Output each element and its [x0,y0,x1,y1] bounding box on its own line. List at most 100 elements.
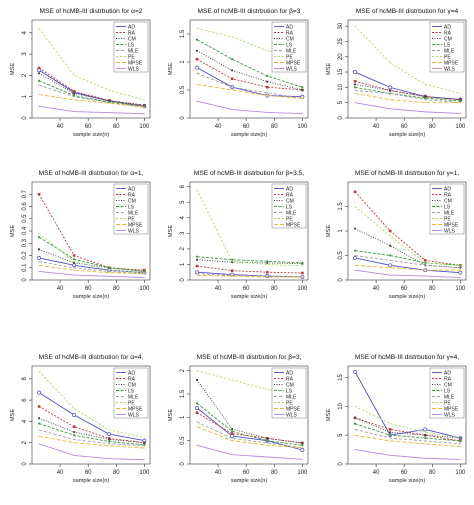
y-axis-label: MSE [168,225,174,237]
x-tick-label: 40 [57,470,64,476]
legend-label: LS [444,204,451,210]
y-tick-label: 2 [180,247,186,251]
x-tick-label: 60 [243,470,250,476]
legend-label: RA [444,192,452,198]
legend-label: CM [444,36,452,42]
series-line [38,84,145,108]
data-point [459,264,461,266]
data-point [266,263,268,265]
legend-label: WLS [128,228,140,234]
data-point [424,111,426,113]
legend-label: MLE [128,394,139,400]
x-axis-label: sample size(n) [73,294,110,300]
data-point [424,440,426,442]
y-tick-label: 15 [338,374,344,381]
panel-title: MSE of hcMB-III distrbution for α=1, [39,170,144,177]
data-point [389,440,391,442]
data-point [354,255,356,256]
data-point [388,85,393,90]
legend-label: MPSE [286,222,301,228]
x-axis-label: sample size(n) [389,294,426,300]
series-line [196,189,303,267]
data-point [196,100,198,102]
data-point [389,437,391,439]
data-point [353,416,357,419]
data-point [353,369,357,374]
x-axis-label: sample size(n) [231,132,268,138]
data-point [143,113,145,115]
x-axis-label: sample size(n) [73,478,110,484]
data-point [354,269,356,271]
data-point [143,272,145,274]
data-point [38,443,40,445]
legend-label: MPSE [444,406,459,412]
series-line [354,269,461,278]
x-tick-label: 80 [113,124,120,130]
data-point [72,413,77,417]
series-line [38,28,145,101]
data-point [301,458,303,460]
data-point [73,430,76,434]
panel-title: MSE of hcMB-III distrbution for γ=4, [355,354,459,361]
data-point [231,427,234,431]
data-point [266,437,269,440]
data-point [108,445,110,447]
data-point [108,102,110,104]
data-point [73,434,76,437]
data-point [37,390,41,395]
panel-title: MSE of hcMB-III distrbution for β=3, [197,354,302,361]
x-tick-label: 40 [57,286,64,292]
legend-label: RA [128,30,136,36]
series-pe [38,370,145,438]
legend-label: WLS [444,412,456,418]
y-tick-label: 0 [180,462,186,466]
data-point [231,454,233,456]
legend-box [429,367,465,419]
y-axis-label: MSE [10,409,16,421]
data-point [353,256,357,260]
y-tick-label: 0.5 [180,85,186,94]
x-tick-label: 80 [429,470,436,476]
data-point [37,192,41,196]
series-mpse [38,94,145,108]
y-tick-label: 8 [22,376,28,380]
data-point [73,274,75,276]
legend-label: MLE [286,394,297,400]
data-point [196,370,198,372]
data-point [389,89,392,92]
data-point [459,112,461,114]
legend-label: MLE [444,48,455,54]
panel-title: MSE of hcMB-III distrbution for β=3 [198,8,301,15]
x-axis-label: sample size(n) [389,478,426,484]
legend-label: MLE [286,48,297,54]
plot-frame [189,19,309,119]
data-point [389,274,391,276]
data-point [38,84,40,86]
legend-label: MLE [444,394,455,400]
data-point [266,439,269,442]
data-point [459,277,461,279]
y-tick-label: 30 [338,22,344,29]
x-tick-label: 100 [455,470,466,476]
data-point [354,102,356,104]
legend-label: CM [444,382,452,388]
x-tick-label: 80 [429,286,436,292]
data-point [389,108,391,110]
series-cm [195,378,304,445]
y-tick-label: 0.6 [22,202,28,211]
data-point [266,444,268,446]
panel-7: MSE of hcMB-III distrbution for α=4,40 60… [10,354,151,484]
data-point [353,70,357,75]
data-point [266,111,268,113]
legend-label: AD [128,370,135,376]
y-tick-label: 25 [338,37,344,44]
legend-label: CM [286,382,294,388]
data-point [108,272,110,274]
series-pe [354,25,461,94]
data-point [195,255,199,258]
y-tick-label: 0 [338,116,344,120]
data-point [231,379,233,381]
legend-label: PE [286,216,293,222]
